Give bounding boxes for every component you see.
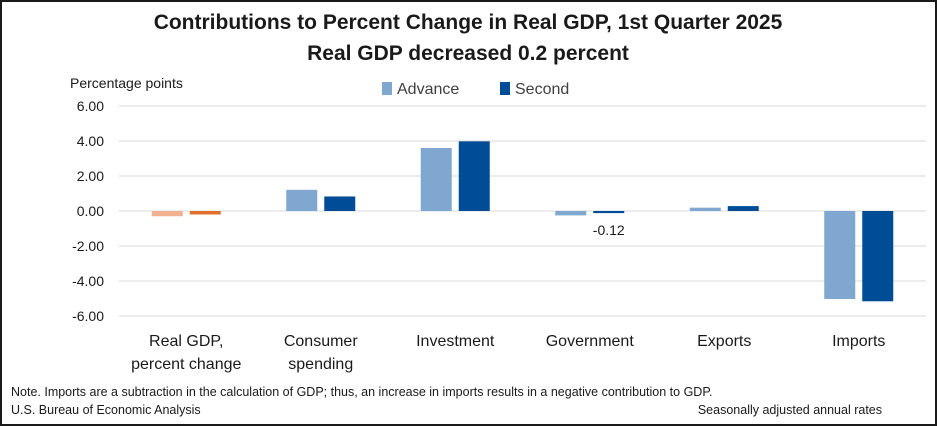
x-axis-categories: Real GDP, percent change Consumer spending I… [131,333,885,373]
y-tick-label: -2.00 [72,238,104,254]
x-category-label: Exports [697,333,751,350]
chart-title: Contributions to Percent Change in Real … [154,11,783,34]
bar-second [727,206,759,211]
bar-advance [824,211,856,300]
bar-second [593,211,625,214]
footnote: Note. Imports are a subtraction in the c… [11,385,713,399]
chart-subtitle: Real GDP decreased 0.2 percent [307,42,629,65]
x-category-label: Government [546,333,635,350]
x-category-label: Consumer [284,333,358,350]
source-credit: U.S. Bureau of Economic Analysis [11,403,201,417]
y-tick-label: 2.00 [77,168,104,184]
legend-swatch-advance [382,82,392,95]
bar-advance [689,207,721,211]
gridlines [119,105,926,317]
x-category-label: spending [288,356,353,373]
x-category-label: Imports [832,333,885,350]
legend-swatch-second [500,82,510,95]
x-category-label: percent change [131,356,241,373]
x-category-label: Real GDP, [149,333,223,350]
bar-second [458,141,490,211]
bar-second [324,196,356,211]
bar-advance [420,148,452,211]
y-tick-label: -4.00 [72,273,104,289]
bars [151,141,894,302]
data-label: -0.12 [593,222,625,238]
bar-advance [555,211,587,216]
legend-label-advance: Advance [397,81,459,98]
rates-note: Seasonally adjusted annual rates [698,403,882,417]
bar-second [189,211,221,215]
data-labels: -0.12 [593,222,625,238]
y-tick-label: 0.00 [77,203,104,219]
legend-label-second: Second [515,81,569,98]
legend: Advance Second [382,81,569,98]
y-tick-label: 6.00 [77,98,104,114]
x-category-label: Investment [416,333,495,350]
y-axis-label: Percentage points [70,75,183,91]
y-tick-label: -6.00 [72,308,104,324]
bar-advance [151,211,183,217]
bar-second [862,211,894,302]
y-axis-ticks: 6.00 4.00 2.00 0.00 -2.00 -4.00 -6.00 [72,98,104,324]
y-tick-label: 4.00 [77,133,104,149]
bar-advance [286,189,318,211]
